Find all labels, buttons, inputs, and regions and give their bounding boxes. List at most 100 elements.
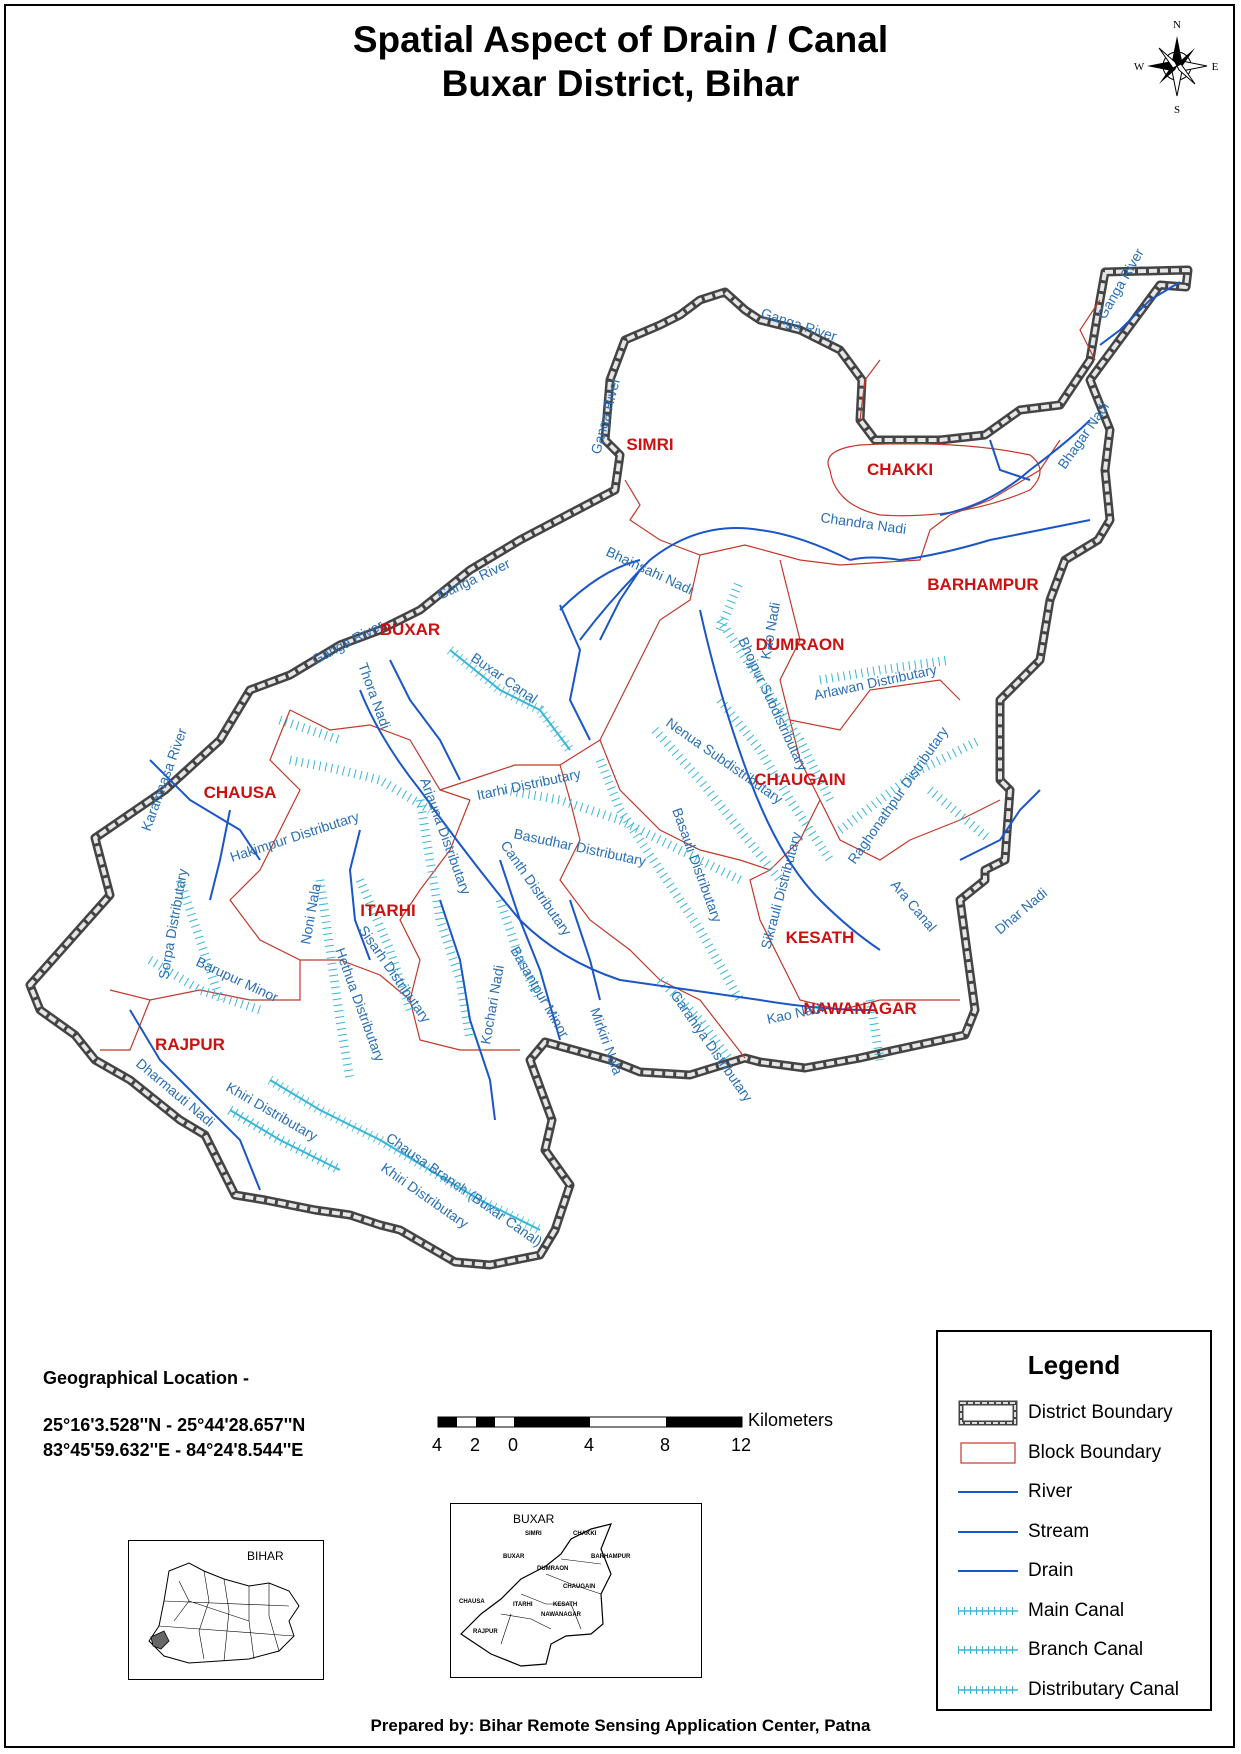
bihar-inset: BIHAR [128,1540,324,1680]
scale-tick-2: 0 [508,1435,519,1455]
legend-item-district-boundary: District Boundary [958,1398,1208,1428]
inset-block-label: ITARHI [513,1602,533,1608]
feature-label-basantpur-minor: Basantpur Minor [507,944,572,1041]
feature-label-hakimpur-distributary: Hakimpur Distributary [228,808,361,865]
feature-label-mirkiri-nala: Mirkiri Nala [587,1006,626,1077]
north-arrow-icon: N S E W [1134,19,1219,116]
inset-block-label: CHAUSA [459,1599,485,1605]
bihar-outline [148,1562,300,1664]
feature-label-dhar-nadi: Dhar Nadi [992,885,1051,938]
district-boundary [25,265,1193,1270]
block-label-simri: SIMRI [626,435,673,454]
geo-longitude: 83°45'59.632''E - 84°24'8.544''E [43,1440,304,1460]
feature-label-basudhar-distributary: Basudhar Distributary [512,825,647,869]
inset-block-label: KESATH [553,1602,578,1608]
feature-label-raghonathpur-distributary: Raghonathpur Distributary [844,724,951,867]
legend-symbol-line [958,1570,1018,1572]
feature-label-arlawan-distributary: Arlawan Distributary [812,661,938,703]
feature-label-sorpa-distributary: Sorpa Distributary [155,867,190,980]
block-label-rajpur: RAJPUR [155,1035,225,1054]
legend-item-branch-canal: Branch Canal [958,1635,1208,1665]
feature-label-ara-canal: Ara Canal [888,877,940,935]
legend-symbol-block [960,1441,1016,1464]
scale-unit: Kilometers [748,1410,834,1430]
block-label-chaugain: CHAUGAIN [754,770,846,789]
feature-label-buxar-canal: Buxar Canal [468,649,540,706]
inset-block-label: SIMRI [525,1531,542,1537]
legend-label: Main Canal [1028,1599,1125,1621]
legend: Legend District Boundary Block Boundary Ri… [936,1330,1212,1711]
block-label-chakki: CHAKKI [867,460,933,479]
feature-label-basauli-distributary: Basauli Distributary [669,806,725,925]
legend-symbol-canal [958,1606,1018,1615]
block-label-chausa: CHAUSA [204,783,277,802]
legend-label: River [1028,1481,1073,1502]
legend-label: Block Boundary [1028,1441,1162,1463]
block-boundaries [100,299,1101,1059]
feature-label-ganga-river: Ganga River [309,616,386,667]
title-line-1: Spatial Aspect of Drain / Canal [352,19,889,60]
feature-label-chandra-nadi: Chandra Nadi [820,509,908,537]
map-frame [4,4,1235,1748]
inset-block-label: CHAKKI [573,1531,597,1537]
map-title: Spatial Aspect of Drain / Canal Buxar Di… [0,18,1241,106]
scale-tick-1: 2 [470,1435,481,1455]
compass-s: S [1174,104,1180,116]
feature-label-bhainsahi-nadi: Bhainsahi Nadi [604,543,696,597]
inset-block-label: BUXAR [503,1554,525,1560]
buxar-inset-map [460,1523,612,1667]
legend-label: Stream [1028,1520,1090,1542]
buxar-inset: BUXAR SIMRI CHAKKI BARHAMPUR BUXAR DUMRAON CH… [450,1503,702,1678]
legend-title: Legend [1027,1350,1121,1380]
legend-item-block-boundary: Block Boundary [958,1438,1208,1468]
legend-label: Distributary Canal [1028,1678,1179,1700]
legend-label: District Boundary [1028,1402,1173,1423]
block-label-buxar: BUXAR [380,620,440,639]
block-label-kesath: KESATH [786,928,855,947]
compass-e: E [1212,61,1219,73]
compass-w: W [1134,61,1145,73]
footer-credit: Prepared by: Bihar Remote Sensing Applic… [370,1716,871,1735]
geo-heading: Geographical Location - [43,1368,250,1388]
scale-bar [437,1416,743,1428]
geo-latitude: 25°16'3.528''N - 25°44'28.657''N [43,1415,306,1435]
inset-block-label: RAJPUR [473,1629,498,1635]
block-label-itarhi: ITARHI [360,901,415,920]
block-label-dumraon: DUMRAON [756,635,845,654]
legend-item-river: River [958,1477,1208,1507]
feature-label-garahiya-distributary: Garahiya Distributary [668,988,757,1105]
legend-item-main-canal: Main Canal [958,1596,1208,1626]
legend-label: Branch Canal [1028,1639,1144,1660]
scale-tick-0: 4 [432,1435,443,1455]
rivers [129,281,1181,1191]
scale-tick-3: 4 [584,1435,595,1455]
inset-block-label: CHAUGAIN [563,1584,596,1590]
scale-tick-5: 12 [731,1435,752,1455]
legend-symbol-line [958,1530,1018,1533]
block-label-barhampur: BARHAMPUR [927,575,1038,594]
legend-symbol-line [958,1491,1018,1493]
buxar-inset-label: BUXAR [513,1512,555,1526]
title-line-2: Buxar District, Bihar [441,63,800,104]
feature-label-ganga-river: Ganga River [587,375,623,455]
bihar-inset-label: BIHAR [247,1549,284,1563]
legend-symbol-district [958,1400,1018,1426]
feature-label-kao-nadi: Kao Nadi [765,999,825,1027]
legend-symbol-canal [958,1646,1018,1654]
feature-label-kochari-nadi: Kochari Nadi [477,964,507,1046]
legend-symbol-canal [958,1685,1018,1694]
legend-item-drain: Drain [958,1556,1208,1586]
legend-label: Drain [1028,1560,1074,1581]
feature-label-noni-nala: Noni Nala [297,882,323,946]
inset-block-label: DUMRAON [537,1566,569,1572]
scale-tick-4: 8 [660,1435,671,1455]
feature-label-ganga-river: Ganga River [435,555,513,603]
inset-block-label: NAWANAGAR [541,1612,581,1618]
legend-item-stream: Stream [958,1517,1208,1547]
block-label-nawanagar: NAWANAGAR [803,999,916,1018]
block-labels: SIMRI CHAKKI BARHAMPUR DUMRAON BUXAR CHAUGAIN… [155,435,1039,1054]
compass-n: N [1173,19,1181,31]
inset-block-label: BARHAMPUR [591,1554,631,1560]
